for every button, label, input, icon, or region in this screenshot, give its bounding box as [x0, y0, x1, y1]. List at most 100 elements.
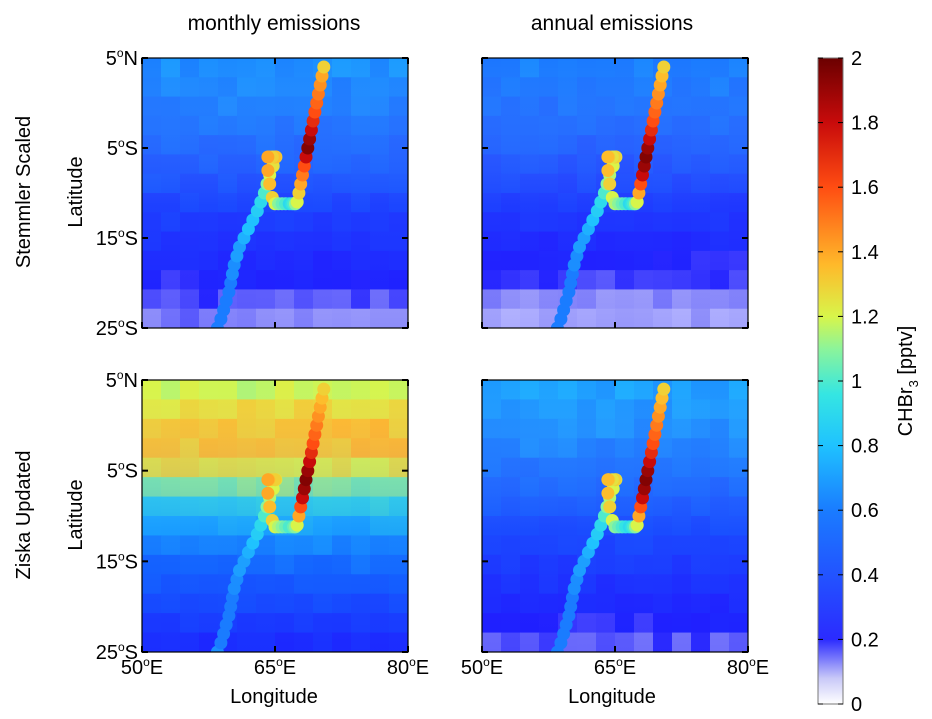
track-point — [204, 340, 217, 353]
tick-degree-sign: o — [117, 368, 124, 382]
tick-hemi: S — [125, 461, 138, 483]
track-point — [207, 655, 220, 668]
track-point — [193, 691, 206, 704]
tick-deg: 80 — [387, 657, 409, 679]
lon-tick-label: 65oE — [254, 655, 296, 679]
map-panel — [481, 57, 749, 371]
ylabel-top: Latitude — [65, 156, 87, 227]
map-panel — [481, 379, 749, 713]
tick-degree-sign: o — [118, 549, 125, 563]
map-panel — [141, 379, 409, 713]
tick-hemi: N — [124, 48, 138, 70]
track-point — [190, 700, 203, 713]
colorbar-label: CHBr3 [pptv] — [895, 326, 921, 437]
colorbar-tick-label: 0.2 — [851, 629, 879, 651]
lat-tick-label: 25oS — [96, 640, 138, 664]
track-point — [657, 60, 671, 74]
colorbar-label-main: CHBr — [895, 387, 917, 436]
lat-tick-label: 15oS — [96, 549, 138, 573]
track-point — [193, 367, 206, 380]
tick-degree-sign: o — [118, 226, 125, 240]
colorbar-ticks: 0 0.2 0.4 0.6 0.8 1 1.2 1.4 1.6 1.8 2 — [818, 48, 879, 716]
track-point — [317, 382, 331, 396]
track-point — [601, 164, 615, 177]
concentration-field — [482, 58, 748, 328]
tick-deg: 50 — [461, 657, 483, 679]
track-point — [197, 682, 210, 695]
tick-hemi: N — [124, 370, 138, 392]
tick-hemi: E — [490, 657, 503, 679]
tick-hemi: S — [125, 642, 138, 664]
track-point — [261, 473, 275, 487]
colorbar-tick-label: 0 — [851, 694, 862, 716]
ylabel-bottom: Latitude — [65, 479, 87, 550]
tick-deg: 50 — [121, 657, 143, 679]
tick-deg: 15 — [96, 228, 118, 250]
track-point — [601, 150, 615, 164]
track-point — [317, 60, 331, 74]
track-series — [537, 60, 671, 371]
track-point — [537, 358, 550, 371]
colorbar-label-sub: 3 — [906, 380, 921, 387]
column-title-annual: annual emissions — [531, 12, 693, 35]
tick-degree-sign: o — [143, 655, 150, 669]
lat-tick-label: 25oS — [96, 316, 138, 340]
tick-degree-sign: o — [749, 655, 756, 669]
tick-deg: 65 — [594, 657, 616, 679]
row-title-stemmler: Stemmler Scaled — [13, 116, 35, 268]
colorbar-tick-label: 0.6 — [851, 500, 879, 522]
tick-deg: 65 — [254, 657, 276, 679]
tick-deg: 5 — [107, 138, 118, 160]
track-point — [200, 673, 213, 686]
track-point — [533, 691, 546, 704]
track-point — [601, 473, 615, 487]
track-point — [603, 500, 617, 514]
tick-degree-sign: o — [409, 655, 416, 669]
tick-degree-sign: o — [118, 136, 125, 150]
track-point — [530, 700, 543, 713]
tick-degree-sign: o — [616, 655, 623, 669]
lat-tick-label: 5oS — [107, 136, 138, 160]
track-point — [204, 664, 217, 677]
tick-deg: 5 — [107, 461, 118, 483]
colorbar-tick-label: 1.6 — [851, 177, 879, 199]
lon-tick-label: 50oE — [121, 655, 163, 679]
track-series — [190, 382, 331, 713]
tick-deg: 25 — [96, 642, 118, 664]
map-panel — [141, 57, 409, 380]
tick-deg: 25 — [96, 318, 118, 340]
lat-tick-label: 5oN — [106, 46, 138, 70]
tick-degree-sign: o — [483, 655, 490, 669]
tick-deg: 5 — [106, 370, 117, 392]
colorbar-tick-label: 1.2 — [851, 306, 879, 328]
track-point — [601, 486, 615, 500]
track-point — [547, 655, 560, 668]
tick-deg: 5 — [106, 48, 117, 70]
track-series — [530, 382, 671, 713]
track-point — [603, 177, 617, 191]
tick-degree-sign: o — [118, 316, 125, 330]
tick-hemi: E — [623, 657, 636, 679]
lat-tick-label: 5oN — [106, 368, 138, 392]
map-panels — [141, 57, 749, 713]
colorbar-tick-label: 1 — [851, 371, 862, 393]
tick-degree-sign: o — [118, 459, 125, 473]
lat-tick-label: 15oS — [96, 226, 138, 250]
tick-degree-sign: o — [117, 46, 124, 60]
colorbar-tick-label: 1.8 — [851, 113, 879, 135]
colorbar-tick-label: 0.8 — [851, 436, 879, 458]
track-point — [263, 177, 277, 191]
concentration-field — [482, 380, 748, 652]
track-point — [544, 664, 557, 677]
lon-tick-label: 50oE — [461, 655, 503, 679]
colorbar-tick-label: 2 — [851, 48, 862, 70]
track-series — [193, 60, 331, 380]
track-point — [537, 682, 550, 695]
track-point — [261, 486, 275, 500]
track-point — [261, 164, 275, 177]
tick-hemi: E — [756, 657, 769, 679]
xlabel-right: Longitude — [568, 686, 656, 708]
track-point — [207, 331, 220, 344]
